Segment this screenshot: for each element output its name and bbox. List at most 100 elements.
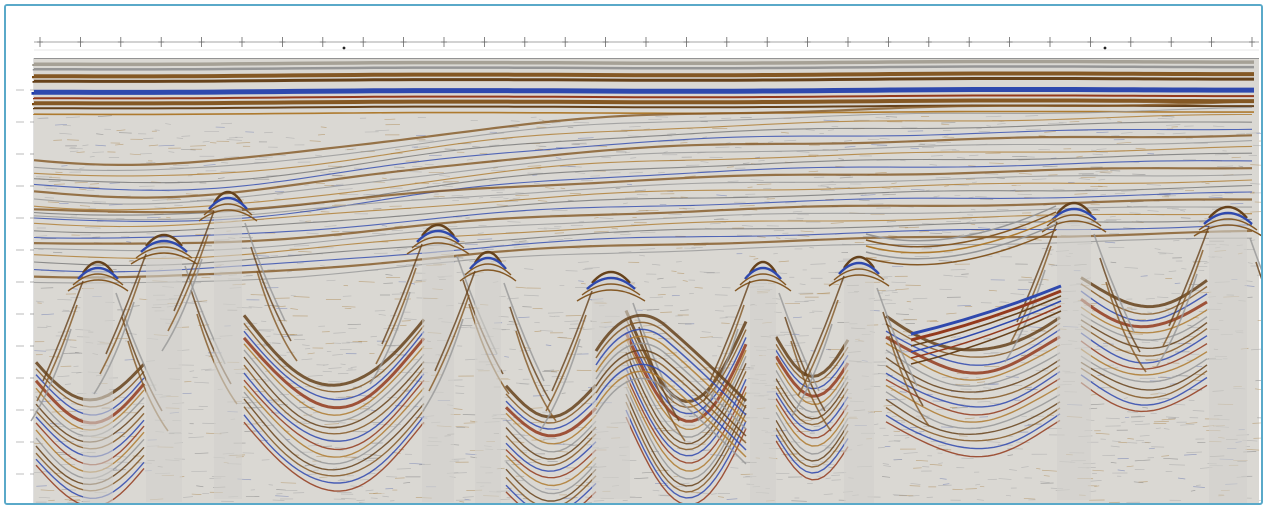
noise-stroke xyxy=(554,232,565,234)
noise-stroke xyxy=(966,221,971,223)
noise-stroke xyxy=(1007,454,1013,456)
basin-reflector xyxy=(624,331,748,423)
basin-reflector xyxy=(775,385,849,426)
diapir-flank xyxy=(36,304,78,402)
diapir-crest xyxy=(1051,207,1097,221)
noise-stroke xyxy=(726,498,738,500)
noise-stroke xyxy=(1123,397,1128,399)
noise-stroke xyxy=(89,156,95,158)
diapir-flank xyxy=(882,311,924,407)
noise-stroke xyxy=(881,323,887,325)
diapir-crest xyxy=(734,279,792,292)
noise-stroke xyxy=(548,239,564,241)
diapir-flank xyxy=(1004,269,1046,363)
noise-stroke xyxy=(563,497,578,499)
noise-stroke xyxy=(143,137,154,139)
noise-stroke xyxy=(82,144,89,147)
noise-stroke xyxy=(1098,178,1106,181)
noise-stroke xyxy=(81,236,98,239)
anticline-reflector xyxy=(595,335,747,423)
noise-stroke xyxy=(1121,190,1137,192)
noise-stroke xyxy=(200,368,212,371)
noise-stroke xyxy=(221,162,229,164)
noise-stroke xyxy=(394,225,403,228)
noise-stroke xyxy=(322,370,332,373)
anticline-reflector xyxy=(595,370,747,458)
noise-stroke xyxy=(629,171,643,174)
noise-stroke xyxy=(478,196,484,199)
noise-stroke xyxy=(699,271,715,274)
noise-stroke xyxy=(45,187,58,190)
noise-stroke xyxy=(646,308,660,311)
noise-stroke xyxy=(784,139,797,142)
diapir-crest xyxy=(130,252,198,265)
noise-stroke xyxy=(1150,340,1159,342)
noise-stroke xyxy=(1157,296,1169,298)
noise-stroke xyxy=(120,236,130,238)
diapir-body xyxy=(146,242,182,502)
right-strong-reflector xyxy=(910,284,1062,336)
diapir-crest xyxy=(591,270,631,284)
noise-stroke xyxy=(827,348,841,351)
noise-stroke xyxy=(545,344,552,346)
noise-stroke xyxy=(998,478,1012,480)
noise-stroke xyxy=(203,164,216,166)
noise-stroke xyxy=(1100,193,1107,196)
left-axis-column xyxy=(6,58,34,503)
diapir-crest xyxy=(576,289,646,302)
basin-reflector xyxy=(505,482,597,503)
noise-stroke xyxy=(577,261,589,263)
basin-reflector xyxy=(775,392,849,432)
noise-stroke xyxy=(323,445,333,447)
noise-stroke xyxy=(996,177,1005,179)
basin-reflector xyxy=(625,374,747,464)
noise-stroke xyxy=(185,193,199,196)
noise-stroke xyxy=(244,430,256,433)
noise-stroke xyxy=(575,353,582,355)
noise-stroke xyxy=(1010,293,1025,295)
noise-stroke xyxy=(680,142,688,144)
noise-stroke xyxy=(593,500,605,502)
noise-stroke xyxy=(1255,379,1261,382)
diapir-flank xyxy=(790,340,832,432)
noise-stroke xyxy=(426,197,439,199)
noise-stroke xyxy=(64,457,77,460)
noise-stroke xyxy=(307,444,323,447)
noise-stroke xyxy=(1052,188,1065,191)
diapir-crest xyxy=(1198,218,1258,231)
anticline-reflector xyxy=(595,377,747,465)
noise-stroke xyxy=(923,246,939,248)
noise-stroke xyxy=(275,495,289,497)
noise-stroke xyxy=(1134,459,1151,462)
diapir-crest xyxy=(473,250,503,264)
noise-stroke xyxy=(997,315,1007,318)
noise-stroke xyxy=(512,197,521,199)
diapir-crest xyxy=(581,283,641,296)
noise-stroke xyxy=(661,430,676,432)
noise-stroke xyxy=(955,383,971,386)
noise-stroke xyxy=(455,425,470,428)
diapir-crest xyxy=(1046,214,1102,227)
noise-stroke xyxy=(148,144,159,147)
noise-stroke xyxy=(1131,420,1144,423)
noise-stroke xyxy=(1185,422,1198,424)
noise-stroke xyxy=(1171,208,1187,211)
noise-stroke xyxy=(74,181,88,184)
noise-stroke xyxy=(190,145,206,147)
noise-stroke xyxy=(516,382,530,385)
noise-stroke xyxy=(639,248,656,250)
noise-stroke xyxy=(700,161,709,163)
noise-stroke xyxy=(970,223,976,226)
basin-reflector xyxy=(243,398,425,471)
noise-stroke xyxy=(49,177,61,179)
noise-stroke xyxy=(1080,176,1096,179)
noise-stroke xyxy=(1153,420,1169,423)
noise-stroke xyxy=(623,202,628,205)
noise-stroke xyxy=(1020,354,1026,357)
noise-stroke xyxy=(318,133,326,136)
diapir-flank xyxy=(161,258,203,352)
noise-stroke xyxy=(382,177,387,180)
noise-stroke xyxy=(328,367,342,369)
basin-reflector xyxy=(1080,325,1208,357)
diapir-crest xyxy=(416,229,460,243)
